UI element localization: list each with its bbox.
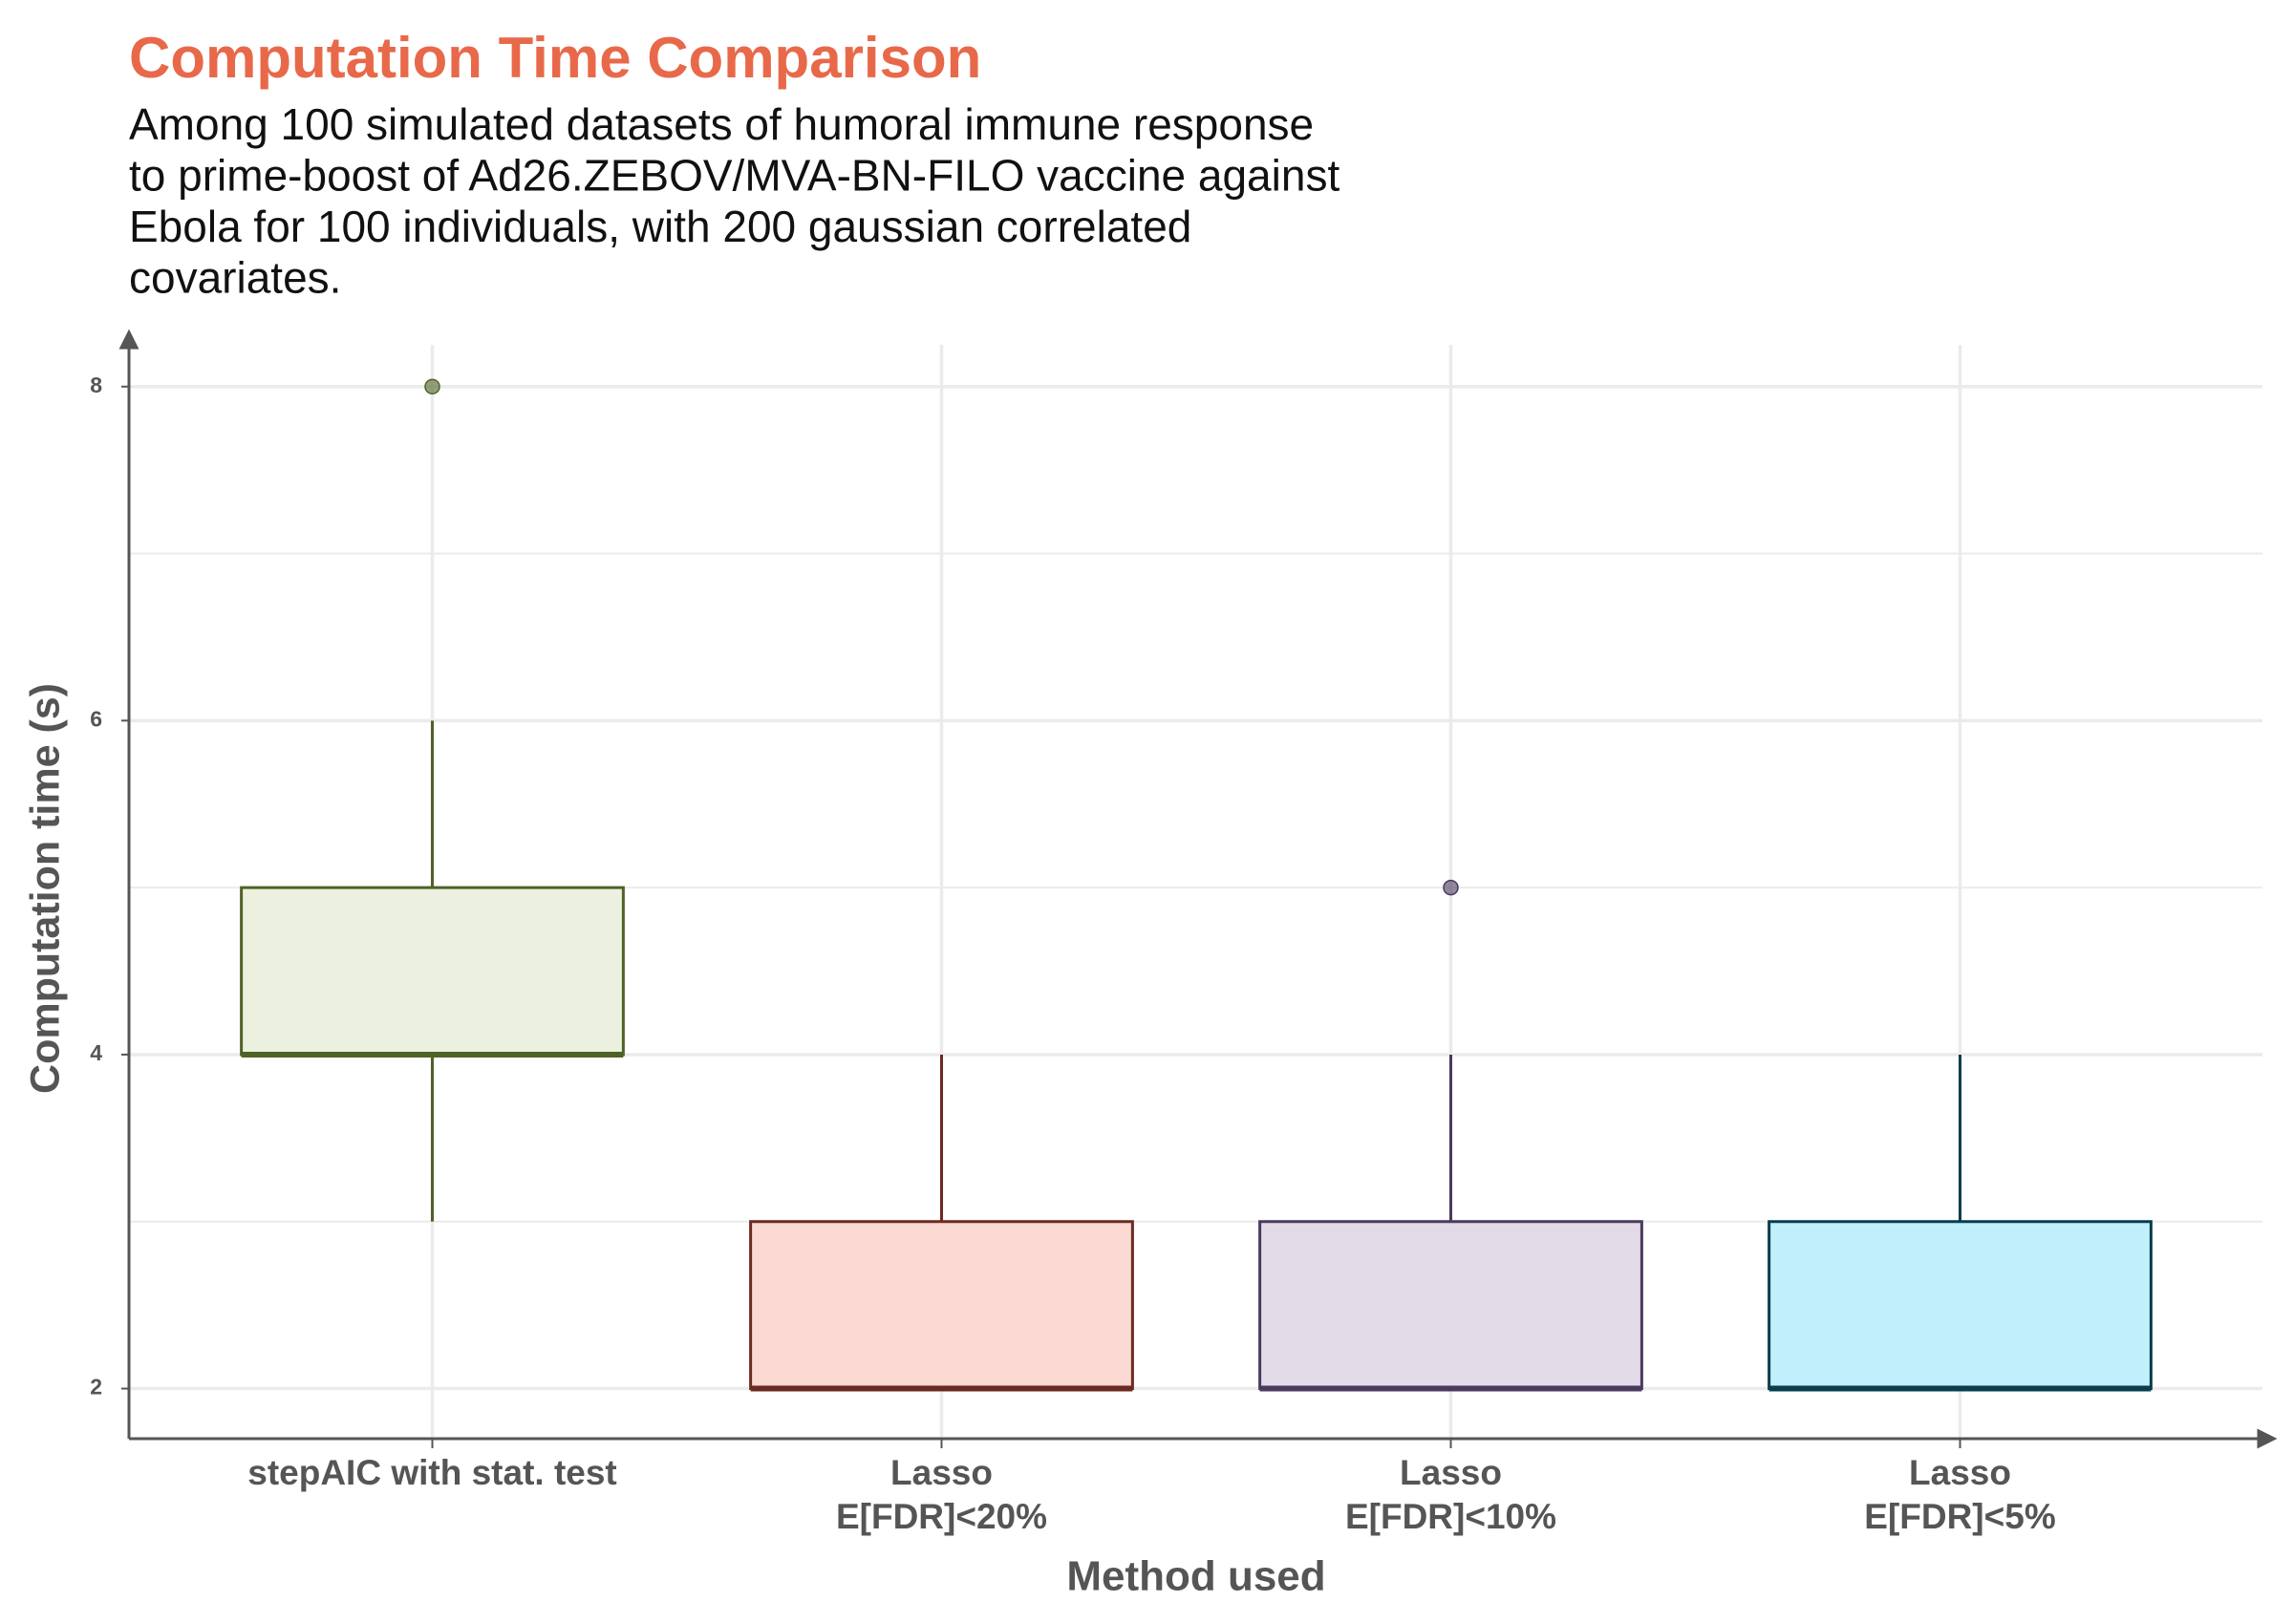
box [1258,1220,1643,1391]
x-tick-label: Lasso [1400,1453,1502,1492]
y-tick-label: 2 [90,1375,102,1400]
box-group [1258,879,1643,1392]
outlier [424,378,440,395]
x-axis-title: Method used [1066,1553,1325,1600]
y-tick-label: 4 [90,1040,102,1065]
x-tick-label: Lasso [1909,1453,2011,1492]
box-group [240,378,625,1222]
x-tick-label: E[FDR]<5% [1864,1497,2055,1536]
subtitle-line: Among 100 simulated datasets of humoral … [129,99,1314,149]
y-tick-label: 8 [90,373,102,397]
plot-area [240,378,2153,1392]
x-tick-label: E[FDR]<10% [1345,1497,1556,1536]
subtitle-line: to prime-boost of Ad26.ZEBOV/MVA-BN-FILO… [129,151,1339,201]
x-tick-label: Lasso [890,1453,993,1492]
subtitle-line: covariates. [129,253,341,303]
box [240,886,625,1057]
x-tick-label: stepAIC with stat. test [247,1453,617,1492]
box [1768,1220,2153,1391]
chart-title: Computation Time Comparison [129,26,981,90]
y-axis-title: Computation time (s) [22,683,68,1094]
subtitle: Among 100 simulated datasets of humoral … [129,99,1339,303]
box [749,1220,1134,1391]
y-tick-label: 6 [90,706,102,731]
box-group [1768,1054,2153,1392]
subtitle-line: Ebola for 100 individuals, with 200 gaus… [129,202,1191,251]
outlier [1443,879,1459,896]
box-group [749,1054,1134,1392]
x-tick-label: E[FDR]<20% [836,1497,1047,1536]
